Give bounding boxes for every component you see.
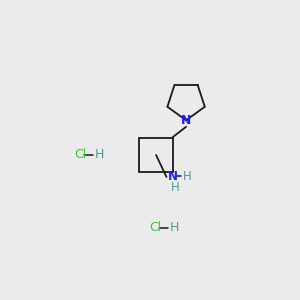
Text: Cl: Cl (149, 221, 161, 234)
Text: N: N (168, 170, 178, 183)
Text: H: H (183, 170, 192, 183)
Text: H: H (171, 181, 179, 194)
Text: H: H (170, 221, 179, 234)
Text: H: H (95, 148, 104, 161)
Text: N: N (181, 114, 191, 127)
Text: Cl: Cl (74, 148, 86, 161)
